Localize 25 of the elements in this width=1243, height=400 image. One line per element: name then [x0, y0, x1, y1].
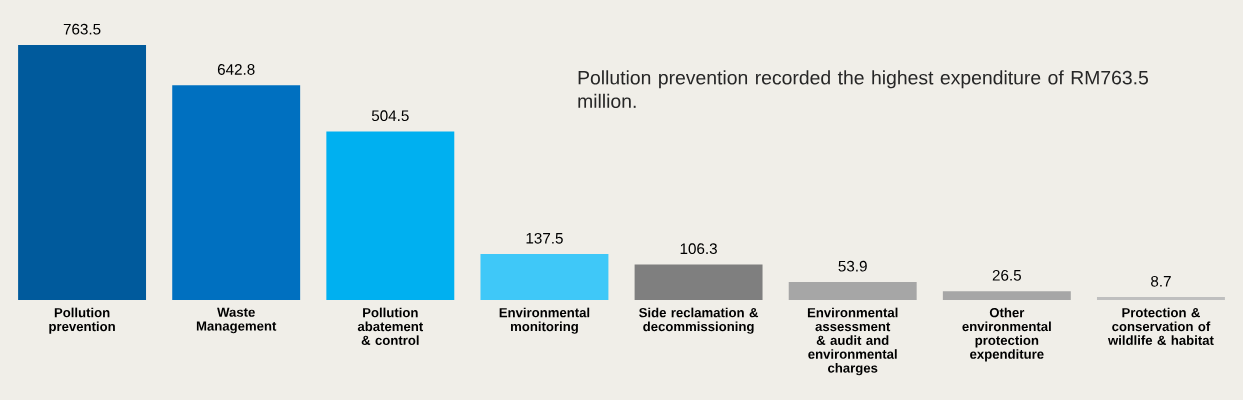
data-label: 106.3: [680, 243, 717, 255]
x-tick-label: Pollution abatement & control: [357, 307, 424, 345]
bar: [942, 291, 1071, 300]
bar: [634, 264, 763, 300]
x-tick-label: Pollution prevention: [49, 307, 115, 334]
bar: [788, 282, 917, 300]
x-tick-label: Waste Management: [196, 307, 277, 334]
x-tick-label: Environmental monitoring: [499, 307, 590, 334]
x-tick-label: Side reclamation & decommissioning: [639, 307, 759, 334]
x-tick-label: Other environmental protection expenditure: [962, 307, 1051, 362]
data-label: 26.5: [992, 269, 1021, 281]
bar: [1096, 297, 1225, 300]
annotation: Pollution prevention recorded the highest expenditure of RM763.5 million.: [578, 70, 1148, 109]
x-tick-label: Protection & conservation of wildlife & habitat: [1107, 307, 1214, 345]
data-label: 504.5: [371, 110, 409, 122]
data-label: 137.5: [526, 232, 563, 244]
data-label: 8.7: [1151, 275, 1171, 287]
data-label: 763.5: [63, 23, 101, 35]
bar: [18, 44, 147, 300]
bar: [172, 85, 301, 300]
data-label: 53.9: [838, 260, 867, 272]
bar: [326, 131, 455, 300]
bar: [480, 254, 609, 300]
data-label: 642.8: [217, 64, 255, 75]
x-tick-label: Environmental assessment & audit and environmental charges: [807, 307, 898, 376]
